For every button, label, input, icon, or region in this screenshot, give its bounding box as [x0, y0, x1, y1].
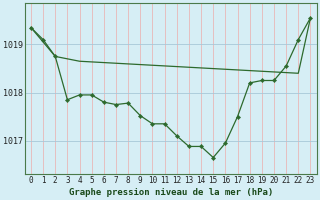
X-axis label: Graphe pression niveau de la mer (hPa): Graphe pression niveau de la mer (hPa) — [68, 188, 273, 197]
